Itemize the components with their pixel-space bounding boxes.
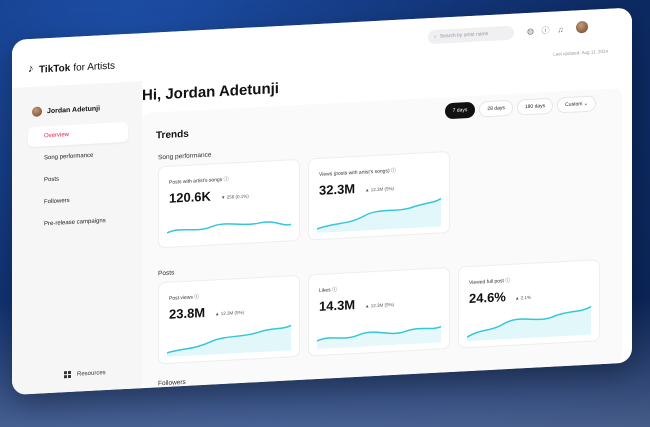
metric-label: Views (posts with artist's songs) (319, 168, 390, 178)
page-title: Hi, Jordan Adetunji (142, 80, 279, 105)
trends-title: Trends (156, 128, 189, 142)
bell-icon[interactable]: ♫ (557, 25, 564, 35)
sparkline-chart (317, 325, 441, 350)
info-icon[interactable]: ⓘ (391, 167, 397, 175)
sparkline-chart (317, 197, 441, 234)
metric-card-viewed-full-post[interactable]: Viewed full post ⓘ 24.6% ▲ 2.1% (458, 259, 600, 349)
metric-delta: ▲ 12.3M (5%) (365, 185, 394, 193)
tiktok-note-icon (28, 65, 36, 75)
brand-name: TikTok (39, 62, 71, 76)
user-avatar (32, 106, 42, 117)
sidebar-user[interactable]: Jordan Adetunji (32, 103, 100, 117)
metric-delta: ▲ 2.1% (515, 294, 531, 301)
metric-label: Posts with artist's songs (169, 176, 223, 186)
sidebar-item-resources[interactable]: Resources (64, 369, 106, 379)
user-name: Jordan Adetunji (47, 104, 101, 115)
help-icon[interactable]: ⓘ (541, 25, 550, 36)
app-logo[interactable]: TikTok for Artists (28, 61, 115, 77)
sparkline-chart (167, 324, 291, 357)
sidebar-item-followers[interactable]: Followers (44, 197, 70, 206)
search-placeholder: Search by artist name (439, 31, 489, 40)
metric-value: 23.8M (169, 304, 206, 322)
sidebar: Jordan Adetunji Overview Song performanc… (12, 81, 142, 396)
info-icon[interactable]: ⓘ (223, 176, 229, 183)
metric-delta: ▼ 256 (0.1%) (221, 193, 249, 201)
metric-label: Post views (169, 294, 193, 302)
sparkline-chart (467, 305, 591, 342)
sidebar-item-pre-release-campaigns[interactable]: Pre-release campaigns (44, 218, 106, 228)
avatar[interactable] (576, 20, 588, 34)
metric-delta: ▲ 12.3M (5%) (215, 309, 244, 317)
globe-icon[interactable]: ◍ (527, 26, 534, 37)
info-icon[interactable]: ⓘ (194, 294, 200, 301)
sidebar-item-song-performance[interactable]: Song performance (44, 152, 94, 162)
sidebar-item-overview[interactable]: Overview (28, 121, 128, 148)
search-icon: ⌕ (434, 33, 437, 40)
chevron-down-icon: ⌄ (583, 100, 588, 108)
info-icon[interactable]: ⓘ (332, 286, 338, 294)
perspective-stage: TikTok for Artists ⌕ Search by artist na… (12, 0, 632, 398)
search-input[interactable]: ⌕ Search by artist name (428, 25, 514, 45)
last-updated: Last updated: Aug 11, 2024 (553, 48, 608, 57)
song-performance-title: Song performance (158, 151, 212, 162)
metric-card-views-with-songs[interactable]: Views (posts with artist's songs) ⓘ 32.3… (308, 151, 450, 241)
metric-value: 32.3M (319, 181, 356, 198)
sparkline-chart (167, 221, 291, 234)
followers-title: Followers (158, 378, 186, 388)
metric-value: 24.6% (469, 289, 506, 307)
metric-card-posts-with-songs[interactable]: Posts with artist's songs ⓘ 120.6K ▼ 256… (158, 158, 300, 249)
range-180-days[interactable]: 180 days (516, 97, 554, 116)
sidebar-nav: Overview Song performance Posts Follower… (28, 121, 128, 237)
brand-suffix: for Artists (73, 60, 115, 74)
metric-delta: ▲ 12.3M (5%) (365, 301, 394, 309)
app-window: TikTok for Artists ⌕ Search by artist na… (12, 7, 632, 396)
metric-value: 120.6K (169, 188, 211, 206)
metric-label: Viewed full post (469, 278, 504, 287)
range-custom[interactable]: Custom ⌄ (557, 95, 596, 114)
metric-value: 14.3M (319, 297, 356, 314)
metric-card-likes[interactable]: Likes ⓘ 14.3M ▲ 12.3M (5%) (308, 267, 450, 357)
trends-panel: Trends 7 days 28 days 180 days Custom ⌄ … (142, 88, 622, 389)
posts-title: Posts (158, 269, 175, 278)
range-7-days[interactable]: 7 days (444, 101, 476, 120)
metric-card-post-views[interactable]: Post views ⓘ 23.8M ▲ 12.3M (5%) (158, 274, 300, 365)
range-28-days[interactable]: 28 days (479, 99, 513, 118)
resources-label: Resources (77, 369, 106, 378)
sidebar-item-posts[interactable]: Posts (44, 176, 60, 184)
range-custom-label: Custom (565, 101, 583, 109)
metric-label: Likes (319, 287, 331, 294)
top-bar: TikTok for Artists ⌕ Search by artist na… (12, 7, 632, 88)
range-selector: 7 days 28 days 180 days Custom ⌄ (444, 95, 596, 120)
info-icon[interactable]: ⓘ (505, 277, 511, 285)
grid-icon (64, 370, 71, 379)
